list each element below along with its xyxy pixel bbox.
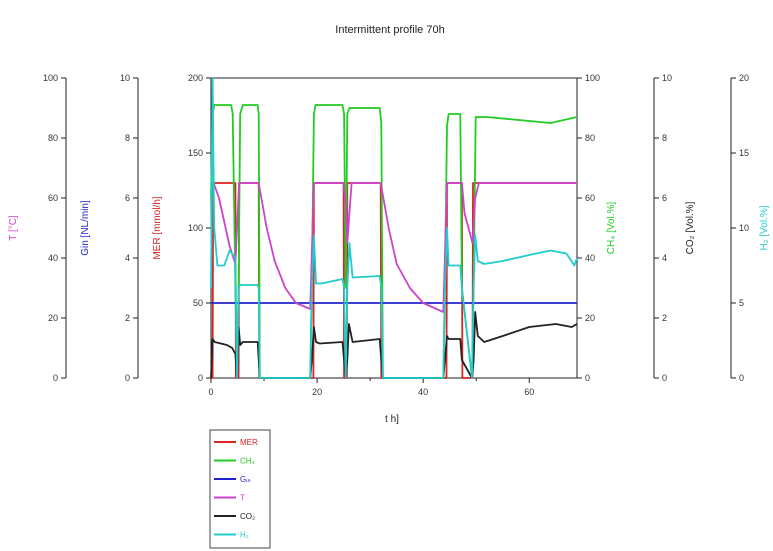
y-tick-label-t: 100 <box>43 73 58 83</box>
y-tick-label-co2: 2 <box>662 313 667 323</box>
y-tick-label-ch4: 0 <box>585 373 590 383</box>
y-tick-label-h2: 0 <box>739 373 744 383</box>
legend-entry-label: CH₄ <box>240 457 255 466</box>
y-tick-label-gin: 10 <box>120 73 130 83</box>
y-tick-label-t: 40 <box>48 253 58 263</box>
y-axis-h2: 0 5 10 15 20 H₂ [Vol.%] <box>730 73 770 383</box>
y-axis-label-t: T [°C] <box>8 215 19 241</box>
y-tick-label-h2: 5 <box>739 298 744 308</box>
legend-entry-label: CO₂ <box>240 512 255 521</box>
y-axis-label-ch4: CH₄ [Vol.%] <box>606 202 617 255</box>
x-axis-label: t h] <box>385 414 399 425</box>
series-line-5 <box>210 77 578 379</box>
y-tick-label-ch4: 40 <box>585 253 595 263</box>
y-axis-ch4: 0 20 40 60 80 100 CH₄ [Vol.%] <box>577 73 617 383</box>
y-axis-co2: 0 2 4 6 8 10 CO₂ [Vol.%] <box>653 73 696 383</box>
legend-entry-label: MER <box>240 438 258 447</box>
y-tick-label-h2: 20 <box>739 73 749 83</box>
y-tick-label-h2: 15 <box>739 148 749 158</box>
y-axis-mer: 0 50 100 150 200 MER [mmol/h] <box>152 73 211 383</box>
y-axis-label-mer: MER [mmol/h] <box>152 196 163 260</box>
y-axis-label-co2: CO₂ [Vol.%] <box>685 201 696 254</box>
y-tick-label-mer: 200 <box>188 73 203 83</box>
x-tick-label: 40 <box>418 387 428 397</box>
y-tick-label-mer: 50 <box>193 298 203 308</box>
x-tick-label: 20 <box>312 387 322 397</box>
y-tick-label-h2: 10 <box>739 223 749 233</box>
series-line-1 <box>210 104 578 379</box>
y-axis-label-gin: Gin [NL/min] <box>80 200 91 256</box>
y-tick-label-t: 80 <box>48 133 58 143</box>
y-tick-label-t: 60 <box>48 193 58 203</box>
legend-box <box>209 429 271 549</box>
y-tick-label-co2: 0 <box>662 373 667 383</box>
y-tick-label-mer: 0 <box>198 373 203 383</box>
y-tick-label-co2: 8 <box>662 133 667 143</box>
y-tick-label-gin: 6 <box>125 193 130 203</box>
y-axis-gin: 0 2 4 6 8 10 Gin [NL/min] <box>80 73 139 383</box>
series-line-4 <box>210 311 578 379</box>
legend-entry-label: Gᵢₙ <box>240 475 251 484</box>
series-line-0 <box>211 182 577 379</box>
y-tick-label-gin: 2 <box>125 313 130 323</box>
x-axis: 0 20 40 60 <box>208 378 534 397</box>
y-tick-label-t: 0 <box>53 373 58 383</box>
y-axis-label-h2: H₂ [Vol.%] <box>759 205 770 250</box>
y-tick-label-t: 20 <box>48 313 58 323</box>
y-tick-label-co2: 10 <box>662 73 672 83</box>
legend-entry-label: T <box>240 494 245 503</box>
x-tick-label: 60 <box>524 387 534 397</box>
series-line-3 <box>211 182 577 313</box>
y-tick-label-ch4: 60 <box>585 193 595 203</box>
y-axis-t: 0 20 40 60 80 100 T [°C] <box>8 73 67 383</box>
y-tick-label-gin: 4 <box>125 253 130 263</box>
legend: MER CH₄ Gᵢₙ T CO₂ H₂ <box>209 429 271 549</box>
legend-entry-label: H₂ <box>240 531 249 540</box>
y-tick-label-gin: 8 <box>125 133 130 143</box>
y-tick-label-mer: 100 <box>188 223 203 233</box>
x-tick-label: 0 <box>208 387 213 397</box>
chart-title: Intermittent profile 70h <box>335 24 444 36</box>
y-tick-label-mer: 150 <box>188 148 203 158</box>
y-tick-label-ch4: 100 <box>585 73 600 83</box>
y-tick-label-ch4: 80 <box>585 133 595 143</box>
y-tick-label-co2: 6 <box>662 193 667 203</box>
y-tick-label-co2: 4 <box>662 253 667 263</box>
y-tick-label-gin: 0 <box>125 373 130 383</box>
y-tick-label-ch4: 20 <box>585 313 595 323</box>
